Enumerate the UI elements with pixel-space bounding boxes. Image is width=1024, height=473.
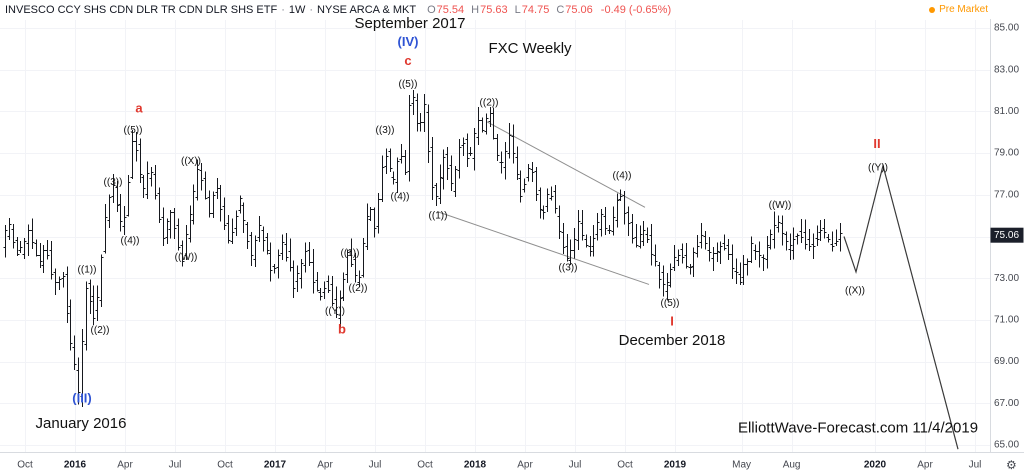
chart-label: (IV) — [398, 34, 419, 49]
ohlc-value: 74.75 — [521, 3, 550, 16]
chart-label: ((4)) — [613, 171, 632, 182]
time-tick-label: Jul — [169, 460, 182, 471]
chart-label: a — [135, 101, 143, 116]
price-tick-label: 65.00 — [994, 440, 1019, 451]
last-price-badge — [990, 227, 1024, 243]
symbol-title[interactable]: INVESCO CCY SHS CDN DLR TR CDN DLR SHS E… — [5, 3, 278, 16]
separator-dot: · — [309, 3, 314, 16]
chart-label: ((2)) — [480, 98, 499, 109]
time-tick-label: Aug — [783, 460, 801, 471]
time-tick-label: Apr — [517, 460, 533, 471]
ohlc-value: 75.54 — [436, 3, 465, 16]
interval-label[interactable]: 1W — [288, 3, 306, 16]
time-tick-label: Jul — [969, 460, 982, 471]
wave-labels: (III) January 2016 ((1)) ((2)) ((3)) ((4)) ((5… — [36, 15, 979, 436]
chart-label: ((2)) — [91, 325, 110, 336]
time-tick-label: Apr — [317, 460, 333, 471]
gear-icon[interactable]: ⚙ — [1006, 458, 1017, 472]
chart-label: ((1)) — [78, 265, 97, 276]
chart-label: ((Y)) — [325, 306, 345, 317]
chart-label: c — [404, 53, 411, 68]
price-tick-label: 85.00 — [994, 23, 1019, 34]
chart-label: ((3)) — [559, 262, 578, 273]
time-tick-label: 2016 — [64, 460, 87, 471]
separator-dot: · — [281, 3, 285, 16]
time-tick-label: Oct — [417, 460, 433, 471]
ohlc-value: 75.06 — [565, 3, 593, 16]
chart-label: ((W)) — [175, 252, 198, 263]
price-tick-label: 71.00 — [994, 315, 1019, 326]
elliott-projection-line — [843, 163, 959, 450]
chart-label: ((3)) — [104, 177, 123, 188]
exchange-label: NYSE ARCA & MKT — [317, 3, 417, 16]
price-tick-label: 83.00 — [994, 64, 1019, 75]
ohlc-value: 75.63 — [480, 3, 508, 16]
price-tick-label: 79.00 — [994, 148, 1019, 159]
ohlc-key: L — [514, 3, 521, 16]
time-tick-label: Oct — [617, 460, 633, 471]
chart-label: January 2016 — [36, 415, 127, 432]
price-tick-label: 77.00 — [994, 189, 1019, 200]
chart-label: December 2018 — [619, 332, 726, 349]
chart-label: ((3)) — [376, 125, 395, 136]
chart-label: b — [338, 322, 346, 337]
time-tick-label: May — [732, 460, 751, 471]
grid-lines — [0, 20, 990, 452]
price-bars — [3, 90, 843, 407]
ohlc-key: H — [471, 3, 480, 16]
price-change: -0.49 (-0.65%) — [600, 3, 672, 16]
time-tick-label: Oct — [217, 460, 233, 471]
time-tick-label: Apr — [117, 460, 133, 471]
pre-market-icon — [929, 6, 936, 13]
time-tick-label: 2018 — [464, 460, 487, 471]
chart-legend-bar: INVESCO CCY SHS CDN DLR TR CDN DLR SHS E… — [0, 0, 1024, 19]
chart-label: ((4)) — [391, 192, 410, 203]
last-price-label: 75.06 — [994, 230, 1019, 241]
pre-market-label: Pre Market — [939, 4, 988, 15]
pre-market-indicator[interactable]: Pre Market — [929, 4, 988, 15]
chart-label: ((W)) — [769, 200, 792, 211]
chart-label: I — [670, 313, 674, 328]
chart-label: ((4)) — [121, 235, 140, 246]
chart-label: ((2)) — [349, 283, 368, 294]
chart-label: ((Y)) — [868, 162, 888, 173]
chart-label: ((X)) — [181, 156, 201, 167]
chart-label: ElliottWave-Forecast.com 11/4/2019 — [738, 419, 978, 436]
time-tick-label: Apr — [917, 460, 933, 471]
price-tick-label: 69.00 — [994, 356, 1019, 367]
ohlc-values: O75.54 H75.63 L74.75 C75.06 — [420, 4, 593, 16]
ohlc-key: C — [556, 3, 565, 16]
price-tick-label: 67.00 — [994, 398, 1019, 409]
price-tick-label: 73.00 — [994, 273, 1019, 284]
time-tick-label: Oct — [17, 460, 33, 471]
price-axis[interactable]: 85.0083.0081.0079.0077.0075.0073.0071.00… — [990, 0, 1024, 473]
chart-label: ((X)) — [845, 285, 865, 296]
chart-label: (III) — [72, 391, 92, 406]
time-axis[interactable]: Oct 2016 Apr Jul Oct 2017 Apr Jul Oct 2018 Apr Jul O… — [0, 452, 1024, 473]
chart-label: ((5)) — [399, 79, 418, 90]
time-tick-label: Jul — [569, 460, 582, 471]
time-tick-label: Jul — [369, 460, 382, 471]
chart-label: ((1)) — [429, 210, 448, 221]
chart-label: FXC Weekly — [488, 40, 572, 57]
chart-label: ((5)) — [661, 298, 680, 309]
chart-label: ((1)) — [341, 248, 360, 259]
chart-label: II — [873, 136, 880, 151]
ohlc-key: O — [427, 3, 436, 16]
chart-label: ((5)) — [124, 125, 143, 136]
chart-label: September 2017 — [355, 15, 466, 32]
time-tick-label: 2017 — [264, 460, 287, 471]
time-tick-label: 2019 — [664, 460, 687, 471]
price-tick-label: 81.00 — [994, 106, 1019, 117]
time-tick-label: 2020 — [864, 460, 887, 471]
